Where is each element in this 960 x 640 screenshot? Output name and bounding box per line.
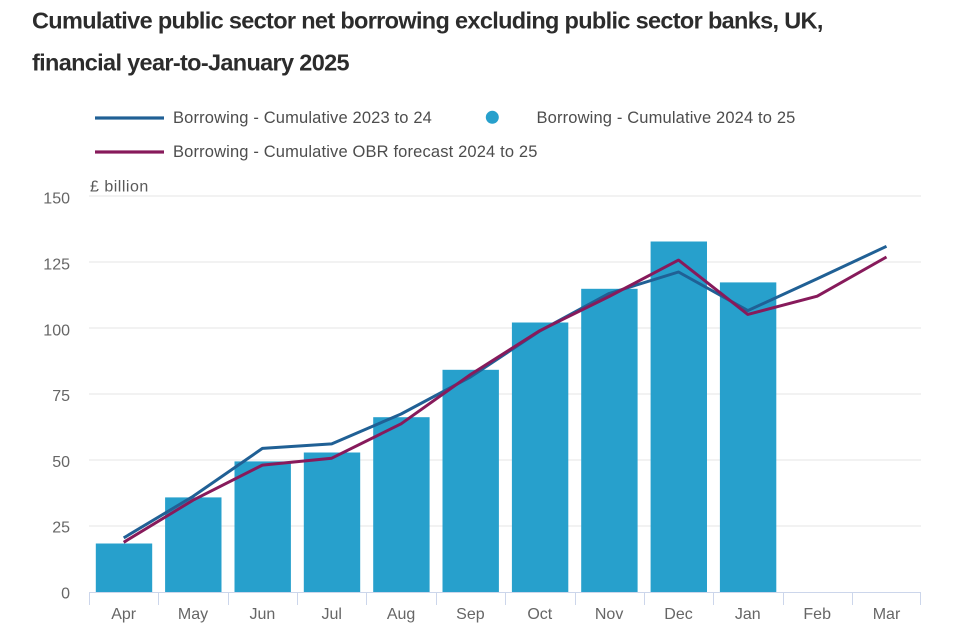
svg-text:Feb: Feb <box>803 606 831 623</box>
svg-text:100: 100 <box>43 323 70 340</box>
svg-text:75: 75 <box>52 388 70 405</box>
svg-text:Apr: Apr <box>111 606 137 623</box>
svg-text:May: May <box>178 606 208 623</box>
svg-text:Jan: Jan <box>735 606 761 623</box>
svg-text:Borrowing - Cumulative OBR for: Borrowing - Cumulative OBR forecast 2024… <box>173 143 538 161</box>
svg-text:Borrowing - Cumulative 2024 to: Borrowing - Cumulative 2024 to 25 <box>537 109 796 127</box>
svg-text:Aug: Aug <box>387 606 415 623</box>
svg-text:financial year-to-January 2025: financial year-to-January 2025 <box>32 50 349 76</box>
svg-text:150: 150 <box>43 191 70 208</box>
svg-text:125: 125 <box>43 257 70 274</box>
svg-text:Oct: Oct <box>527 606 552 623</box>
svg-text:Jun: Jun <box>250 606 276 623</box>
svg-text:25: 25 <box>52 520 70 537</box>
svg-text:Jul: Jul <box>321 606 341 623</box>
svg-text:Sep: Sep <box>456 606 485 623</box>
svg-text:Mar: Mar <box>873 606 901 623</box>
svg-text:Borrowing - Cumulative 2023 to: Borrowing - Cumulative 2023 to 24 <box>173 109 432 127</box>
svg-text:£ billion: £ billion <box>90 179 149 196</box>
svg-text:Cumulative public sector net b: Cumulative public sector net borrowing e… <box>32 8 823 34</box>
svg-text:0: 0 <box>61 586 70 603</box>
svg-text:Nov: Nov <box>595 606 623 623</box>
svg-text:Dec: Dec <box>664 606 692 623</box>
svg-text:50: 50 <box>52 454 70 471</box>
